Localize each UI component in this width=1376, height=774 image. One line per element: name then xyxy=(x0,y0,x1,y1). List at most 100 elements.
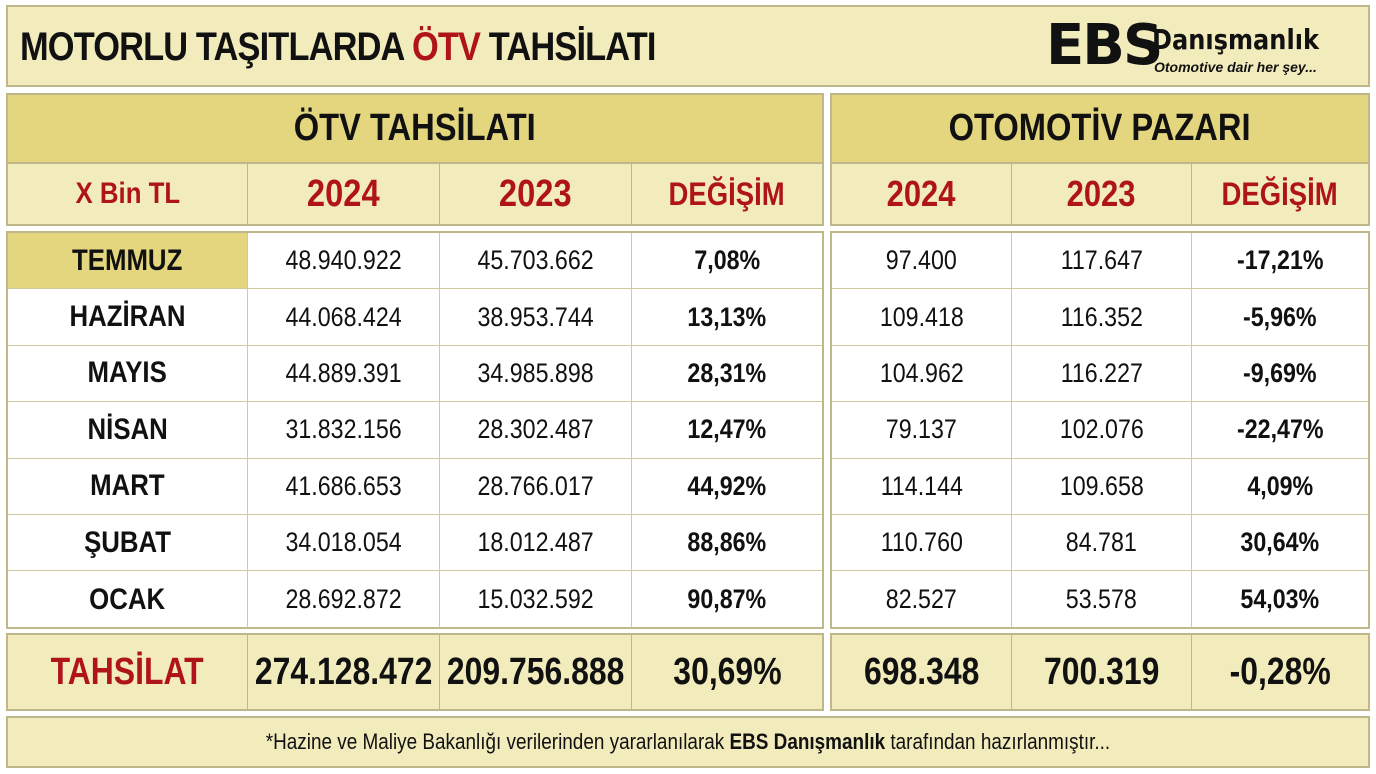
total-market-2024: 698.348 xyxy=(832,635,1012,709)
market-totals-row: 698.348 700.319 -0,28% xyxy=(830,633,1370,711)
market-change-cell: -22,47% xyxy=(1236,414,1324,445)
table-row: OCAK 28.692.872 15.032.592 90,87% xyxy=(8,571,822,628)
table-row: TEMMUZ 48.940.922 45.703.662 7,08% xyxy=(8,233,822,290)
otv-change-cell: 88,86% xyxy=(687,527,767,558)
month-cell: TEMMUZ xyxy=(8,233,248,289)
table-row: MART 41.686.653 28.766.017 44,92% xyxy=(8,458,822,515)
market-change-cell: -9,69% xyxy=(1243,357,1317,388)
month-cell: ŞUBAT xyxy=(8,514,248,571)
table-row: ŞUBAT 34.018.054 18.012.487 88,86% xyxy=(8,514,822,572)
market-2023-cell: 116.352 xyxy=(1012,289,1192,345)
otv-change-cell: 13,13% xyxy=(687,301,767,332)
market-2024-cell: 82.527 xyxy=(832,571,1012,628)
table-row: HAZİRAN 44.068.424 38.953.744 13,13% xyxy=(8,289,822,346)
otv-2023-cell: 34.985.898 xyxy=(440,345,632,402)
table-row: 109.418 116.352 -5,96% xyxy=(832,289,1368,346)
market-change-cell: -5,96% xyxy=(1243,301,1317,332)
col-header-market-change: DEĞİŞİM xyxy=(1221,175,1339,212)
market-heading-text: OTOMOTİV PAZARI xyxy=(949,107,1251,149)
otv-2023-cell: 28.302.487 xyxy=(440,402,632,458)
footnote-brand: EBS Danışmanlık xyxy=(729,729,886,754)
logo-slogan: Otomotive dair her şey... xyxy=(1154,59,1317,75)
market-table-body: 97.400 117.647 -17,21% 109.418 116.352 -… xyxy=(830,231,1370,629)
otv-table-body: TEMMUZ 48.940.922 45.703.662 7,08% HAZİR… xyxy=(6,231,824,629)
market-column-headers: 2024 2023 DEĞİŞİM xyxy=(832,164,1368,224)
market-change-cell: 54,03% xyxy=(1240,584,1320,615)
table-row: MAYIS 44.889.391 34.985.898 28,31% xyxy=(8,345,822,403)
otv-2024-cell: 34.018.054 xyxy=(248,514,440,571)
otv-change-cell: 90,87% xyxy=(687,584,767,615)
col-header-market-2024: 2024 xyxy=(832,164,1012,224)
market-2023-cell: 109.658 xyxy=(1012,458,1192,514)
otv-2024-cell: 41.686.653 xyxy=(248,458,440,514)
otv-2024-cell: 44.889.391 xyxy=(248,345,440,402)
table-row: 110.760 84.781 30,64% xyxy=(832,514,1368,572)
month-cell: NİSAN xyxy=(8,402,248,458)
table-row: 97.400 117.647 -17,21% xyxy=(832,233,1368,290)
totals-label: TAHSİLAT xyxy=(8,635,248,709)
col-header-unit: X Bin TL xyxy=(8,164,248,224)
market-2024-cell: 114.144 xyxy=(832,458,1012,514)
otv-column-headers: X Bin TL 2024 2023 DEĞİŞİM xyxy=(8,164,822,224)
table-row: NİSAN 31.832.156 28.302.487 12,47% xyxy=(8,402,822,459)
market-2024-cell: 109.418 xyxy=(832,289,1012,345)
otv-2023-cell: 38.953.744 xyxy=(440,289,632,345)
col-header-otv-2023: 2023 xyxy=(440,164,632,224)
total-otv-change: 30,69% xyxy=(672,650,782,693)
otv-panel: ÖTV TAHSİLATI X Bin TL 2024 2023 DEĞİŞİM xyxy=(6,93,824,226)
otv-2023-cell: 28.766.017 xyxy=(440,458,632,514)
table-row: 79.137 102.076 -22,47% xyxy=(832,402,1368,459)
otv-totals-row: TAHSİLAT 274.128.472 209.756.888 30,69% xyxy=(6,633,824,711)
month-cell: OCAK xyxy=(8,571,248,628)
month-cell: HAZİRAN xyxy=(8,289,248,345)
logo-mark: EBS xyxy=(1046,13,1163,78)
total-otv-2023: 209.756.888 xyxy=(440,635,632,709)
market-2024-cell: 104.962 xyxy=(832,345,1012,402)
title-text-post: TAHSİLATI xyxy=(480,25,657,69)
otv-2024-cell: 28.692.872 xyxy=(248,571,440,628)
otv-2024-cell: 44.068.424 xyxy=(248,289,440,345)
total-market-change: -0,28% xyxy=(1229,650,1331,693)
col-header-market-2023: 2023 xyxy=(1012,164,1192,224)
market-2023-cell: 53.578 xyxy=(1012,571,1192,628)
table-row: 82.527 53.578 54,03% xyxy=(832,571,1368,628)
total-otv-2024: 274.128.472 xyxy=(248,635,440,709)
title-highlight: ÖTV xyxy=(411,25,481,69)
otv-change-cell: 12,47% xyxy=(687,414,767,445)
footnote-text-end: tarafından hazırlanmıştır... xyxy=(885,729,1111,754)
otv-heading: ÖTV TAHSİLATI xyxy=(8,95,822,164)
otv-2024-cell: 31.832.156 xyxy=(248,402,440,458)
page-title: MOTORLU TAŞITLARDA ÖTV TAHSİLATI xyxy=(20,25,656,70)
otv-2023-cell: 18.012.487 xyxy=(440,514,632,571)
title-text-pre: MOTORLU TAŞITLARDA xyxy=(20,25,412,69)
month-cell: MART xyxy=(8,458,248,514)
otv-2023-cell: 45.703.662 xyxy=(440,233,632,289)
market-2023-cell: 116.227 xyxy=(1012,345,1192,402)
source-footnote: *Hazine ve Maliye Bakanlığı verilerinden… xyxy=(6,716,1370,768)
otv-2023-cell: 15.032.592 xyxy=(440,571,632,628)
ebs-logo: EBS Danışmanlık Otomotive dair her şey..… xyxy=(1046,13,1356,78)
logo-name: Danışmanlık xyxy=(1152,23,1319,56)
market-2023-cell: 84.781 xyxy=(1012,514,1192,571)
market-change-cell: 30,64% xyxy=(1240,527,1320,558)
market-2023-cell: 102.076 xyxy=(1012,402,1192,458)
otv-change-cell: 44,92% xyxy=(687,470,767,501)
col-header-otv-2024: 2024 xyxy=(248,164,440,224)
otv-change-cell: 28,31% xyxy=(687,357,767,388)
market-2024-cell: 97.400 xyxy=(832,233,1012,289)
total-market-2023: 700.319 xyxy=(1012,635,1192,709)
market-change-cell: 4,09% xyxy=(1247,470,1313,501)
otv-heading-text: ÖTV TAHSİLATI xyxy=(293,107,537,149)
table-row: 104.962 116.227 -9,69% xyxy=(832,345,1368,403)
otv-2024-cell: 48.940.922 xyxy=(248,233,440,289)
market-change-cell: -17,21% xyxy=(1236,245,1324,276)
month-cell: MAYIS xyxy=(8,345,248,402)
col-header-otv-change: DEĞİŞİM xyxy=(668,175,786,212)
footnote-text: *Hazine ve Maliye Bakanlığı verilerinden… xyxy=(265,729,730,754)
title-banner: MOTORLU TAŞITLARDA ÖTV TAHSİLATI EBS Dan… xyxy=(6,5,1370,87)
market-2024-cell: 110.760 xyxy=(832,514,1012,571)
table-row: 114.144 109.658 4,09% xyxy=(832,458,1368,515)
market-2024-cell: 79.137 xyxy=(832,402,1012,458)
market-heading: OTOMOTİV PAZARI xyxy=(832,95,1368,164)
otv-change-cell: 7,08% xyxy=(694,245,760,276)
